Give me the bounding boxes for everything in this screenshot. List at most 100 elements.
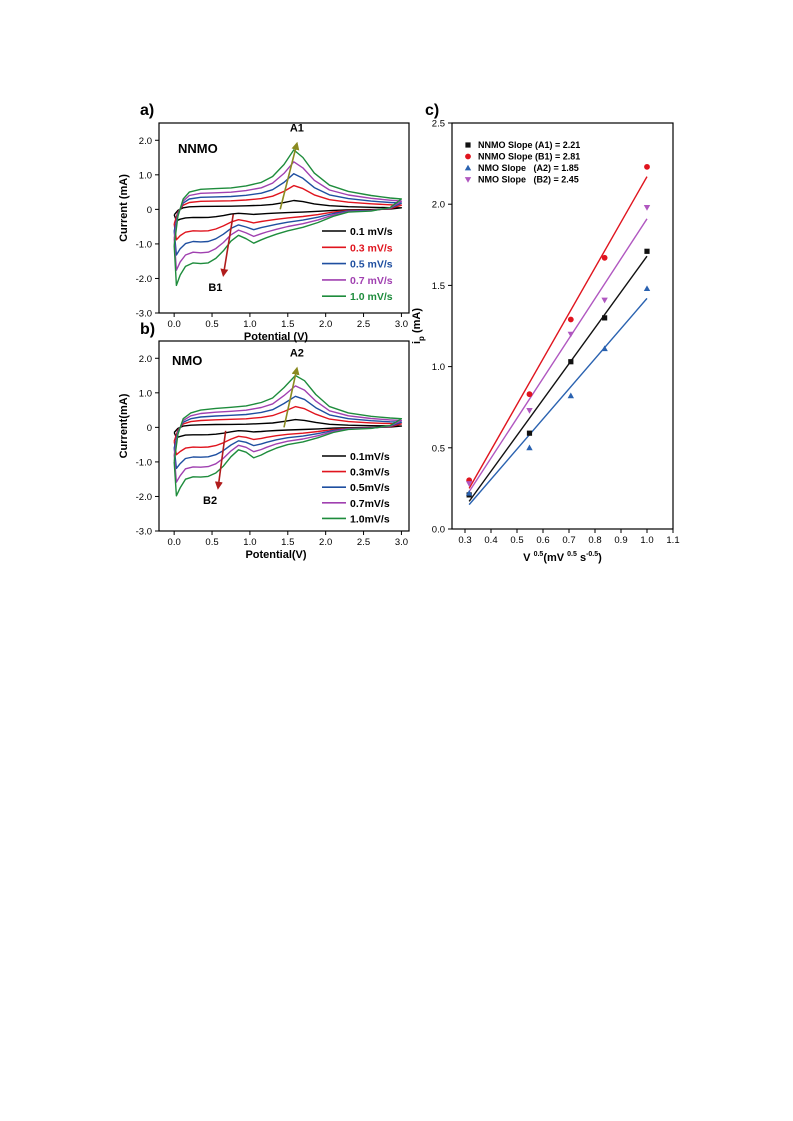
- data-point: [601, 345, 608, 352]
- y-tick-label: 0.5: [432, 443, 445, 454]
- text-run: V: [523, 552, 533, 564]
- panel-label: b): [140, 321, 155, 338]
- data-points: [465, 163, 651, 498]
- plot-frame: [158, 122, 410, 314]
- fit-line: [468, 218, 648, 493]
- trend-arrow: [220, 214, 235, 277]
- x-axis-title: Potential(V): [245, 549, 306, 561]
- cv-curve: [173, 374, 403, 497]
- legend-label: 0.7 mV/s: [350, 275, 393, 287]
- legend-label: 0.3mV/s: [350, 467, 390, 479]
- peak-label: A2: [290, 348, 304, 360]
- y-tick-label: -3.0: [136, 309, 152, 320]
- y-axis: -3.0 -2.0 -1.0 0 1.0 2.0: [136, 136, 159, 320]
- x-axis: 0.0 0.5 1.0 1.5 2.0 2.5 3.0: [168, 313, 408, 330]
- x-tick-label: 0.0: [168, 319, 181, 330]
- chart-panel-a: a) 0.0 0.5 1.0 1.5 2.0 2.5 3.0 -3.0 -2.0 -1.0 0 1.0 2…: [118, 102, 410, 343]
- legend-label: NNMO Slope (A1) = 2.21: [478, 140, 580, 150]
- data-point: [567, 316, 574, 323]
- trend-arrow: [279, 141, 300, 210]
- x-tick-label: 0.5: [205, 537, 218, 548]
- superscript: 0.5: [567, 551, 577, 558]
- data-point: [568, 359, 574, 365]
- y-tick-label: 2.0: [139, 354, 152, 365]
- legend-label: 0.7mV/s: [350, 498, 390, 510]
- x-axis: 0.3 0.4 0.5 0.6 0.7 0.8 0.9 1.0 1.1: [458, 529, 680, 546]
- x-tick-label: 0.5: [205, 319, 218, 330]
- data-point: [602, 315, 608, 321]
- legend: NNMO Slope (A1) = 2.21 NNMO Slope (B1) = …: [464, 140, 580, 185]
- x-tick-label: 1.5: [281, 319, 294, 330]
- text-run: (mA): [411, 308, 423, 336]
- x-axis: 0.0 0.5 1.0 1.5 2.0 2.5 3.0: [168, 531, 408, 548]
- legend-label: 0.1mV/s: [350, 451, 390, 463]
- peak-label: A1: [290, 123, 304, 135]
- x-tick-label: 0.3: [458, 535, 471, 546]
- data-point: [567, 392, 575, 399]
- text-run: i: [411, 341, 423, 344]
- trend-arrow: [283, 366, 300, 428]
- y-tick-label: 2.0: [139, 136, 152, 147]
- panel-label: c): [425, 102, 439, 119]
- data-point: [601, 254, 608, 261]
- y-axis-title: Current(mA): [118, 393, 130, 458]
- x-tick-label: 1.0: [243, 319, 256, 330]
- superscript: 0.5: [534, 551, 544, 558]
- data-point: [526, 391, 533, 398]
- fit-line: [468, 176, 648, 489]
- fit-line: [468, 297, 648, 506]
- chart-panel-c: c) 0.3 0.4 0.5 0.6 0.7 0.8 0.9 1.0 1.1 0.0 0.5 1.0 1.…: [411, 102, 680, 564]
- y-tick-label: 1.0: [139, 170, 152, 181]
- x-tick-label: 0.7: [562, 535, 575, 546]
- legend-label: NMO Slope (A2) = 1.85: [478, 163, 579, 173]
- y-axis: 0.0 0.5 1.0 1.5 2.0 2.5: [432, 119, 452, 536]
- sample-label: NMO: [172, 353, 202, 368]
- y-tick-label: -1.0: [136, 239, 152, 250]
- legend: 0.1mV/s 0.3mV/s 0.5mV/s 0.7mV/s 1.0mV/s: [322, 451, 390, 525]
- y-tick-label: 0: [147, 423, 152, 434]
- trend-arrow: [214, 430, 227, 490]
- y-axis-title: ip (mA): [411, 308, 426, 344]
- data-point: [526, 430, 533, 436]
- data-point: [643, 285, 651, 292]
- x-tick-label: 0.0: [168, 537, 181, 548]
- legend-label: 1.0 mV/s: [350, 291, 393, 303]
- data-point: [465, 153, 471, 160]
- superscript: -0.5: [586, 551, 598, 558]
- fit-lines: [468, 176, 648, 506]
- x-axis-title: V 0.5(mV 0.5 s-0.5): [523, 551, 602, 564]
- y-tick-label: 2.0: [432, 200, 445, 211]
- y-tick-label: 1.0: [139, 388, 152, 399]
- sample-label: NNMO: [178, 141, 218, 156]
- y-tick-label: 0: [147, 205, 152, 216]
- y-tick-label: 0.0: [432, 525, 445, 536]
- legend: 0.1 mV/s 0.3 mV/s 0.5 mV/s 0.7 mV/s 1.0 mV/s: [322, 226, 393, 303]
- x-tick-label: 3.0: [395, 319, 408, 330]
- legend-label: NNMO Slope (B1) = 2.81: [478, 152, 580, 162]
- legend-label: 1.0mV/s: [350, 513, 390, 525]
- x-tick-label: 0.9: [614, 535, 627, 546]
- peak-label: B2: [203, 495, 217, 507]
- data-point: [465, 142, 471, 148]
- legend-label: 0.3 mV/s: [350, 242, 393, 254]
- y-tick-label: -3.0: [136, 527, 152, 538]
- data-point: [464, 164, 472, 171]
- curves: [173, 374, 403, 497]
- text-run: ): [598, 552, 602, 564]
- y-tick-label: 2.5: [432, 119, 445, 130]
- fit-line: [468, 255, 648, 502]
- y-tick-label: -2.0: [136, 274, 152, 285]
- data-point: [464, 177, 472, 183]
- data-point: [644, 248, 650, 254]
- legend-label: 0.5mV/s: [350, 482, 390, 494]
- y-tick-label: -2.0: [136, 492, 152, 503]
- x-tick-label: 0.6: [536, 535, 549, 546]
- text-run: s: [577, 552, 586, 564]
- legend-label: 0.5 mV/s: [350, 259, 393, 271]
- text-run: (mV: [543, 552, 567, 564]
- data-point: [465, 489, 473, 496]
- plot-frame: [451, 122, 674, 530]
- x-tick-label: 2.5: [357, 537, 370, 548]
- data-point: [644, 163, 650, 170]
